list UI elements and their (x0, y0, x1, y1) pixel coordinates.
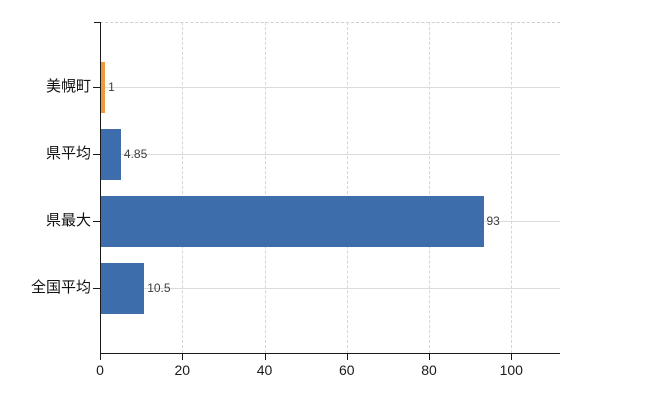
x-axis-line (100, 353, 560, 354)
y-axis-top-tick (94, 22, 100, 23)
x-axis-tick (429, 354, 430, 360)
vertical-gridline (182, 22, 184, 353)
vertical-gridline (429, 22, 430, 353)
category-label-1: 美幌町 (45, 78, 91, 95)
vertical-gridline (264, 22, 266, 353)
bar-value-label: 10.5 (147, 281, 171, 295)
y-axis-line (100, 22, 101, 359)
category-tick (93, 87, 100, 88)
vertical-gridline (346, 22, 348, 353)
x-axis-tick (100, 354, 101, 360)
horizontal-gridline (101, 288, 560, 289)
x-axis-tick (182, 354, 184, 360)
category-tick (93, 221, 100, 222)
bar-value-label: 1 (108, 80, 115, 94)
bar-県平均 (101, 128, 121, 180)
horizontal-gridline (101, 87, 560, 88)
x-axis-tick (346, 354, 348, 360)
vertical-gridline (511, 22, 513, 353)
x-axis-tick (264, 354, 266, 360)
x-axis-tick (511, 354, 513, 360)
category-label-3: 県最大 (45, 212, 91, 229)
x-axis-tick-label: 40 (256, 362, 273, 378)
horizontal-gridline (101, 154, 560, 155)
bar-美幌町 (101, 61, 106, 113)
x-axis-tick-label: 80 (421, 362, 437, 378)
category-label-2: 県平均 (45, 145, 91, 162)
bar-全国平均 (101, 262, 145, 314)
x-axis-tick-label: 20 (174, 362, 191, 378)
plot-top-border (100, 22, 560, 23)
bar-value-label: 4.85 (123, 147, 148, 161)
x-axis-tick-label: 100 (499, 362, 523, 378)
bar-value-label: 93 (486, 214, 500, 228)
x-axis-tick-label: 0 (96, 362, 104, 378)
x-axis-tick-label: 60 (339, 362, 355, 378)
bar-県最大 (101, 195, 484, 247)
category-tick (93, 154, 100, 155)
category-tick (93, 288, 100, 289)
category-label-4: 全国平均 (30, 279, 91, 296)
